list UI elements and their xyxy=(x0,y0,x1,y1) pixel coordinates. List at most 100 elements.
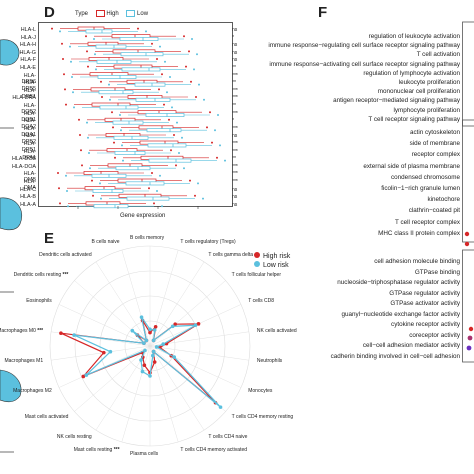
outlier-point xyxy=(92,194,94,197)
legend-high-label: High xyxy=(106,11,119,18)
go-term-label: GTPase regulator activity xyxy=(389,289,460,297)
outlier-point xyxy=(73,106,75,109)
outlier-point xyxy=(173,134,175,136)
panel-f-letter: F xyxy=(318,4,328,21)
go-term-label: actin cytoskeleton xyxy=(409,129,460,136)
outlier-point xyxy=(171,106,173,109)
radar-category-label: Macrophages M0 *** xyxy=(0,328,43,334)
outlier-point xyxy=(61,42,63,45)
radar-point xyxy=(152,328,157,332)
radar-category-text: T cells CD4 naive xyxy=(208,433,248,440)
outlier-point xyxy=(151,42,153,45)
hla-gene-label: HLA-DPA1 xyxy=(22,148,36,161)
radar-point xyxy=(218,405,223,409)
outlier-point xyxy=(169,76,171,78)
radar-point xyxy=(144,338,149,343)
low-risk-label: Low risk xyxy=(263,262,289,269)
go-block-mf xyxy=(462,249,474,363)
go-term-label: T cell receptor complex xyxy=(395,218,460,226)
outlier-point xyxy=(111,111,113,114)
outlier-point xyxy=(211,141,213,144)
significance-label: *** xyxy=(232,72,238,79)
significance-label: *** xyxy=(232,110,238,117)
radar-point xyxy=(161,342,165,346)
radar-spoke xyxy=(149,345,250,361)
hla-gene-label: HLA-DQA1 xyxy=(21,125,36,138)
go-term-label: cytokine receptor activity xyxy=(391,321,460,328)
panel-d-legend: Type High Low xyxy=(75,10,148,17)
radar-spoke xyxy=(149,261,205,347)
radar-category-label: Eosinophils xyxy=(26,298,52,304)
hla-gene-label: HLA-F xyxy=(20,57,36,64)
hla-gene-label: HLA-DQB2 xyxy=(21,103,36,115)
significance-label: *** xyxy=(232,171,238,178)
box xyxy=(95,44,127,49)
radar-point xyxy=(143,348,147,353)
outlier-point xyxy=(170,149,172,152)
outlier-point xyxy=(120,129,122,132)
box xyxy=(115,166,151,171)
radar-category-label: Mast cells activated xyxy=(25,414,69,420)
box xyxy=(99,105,139,110)
outlier-point xyxy=(158,88,160,91)
outlier-point xyxy=(63,73,65,76)
outlier-point xyxy=(71,76,73,78)
radar-category-text: Macrophages M2 xyxy=(13,387,52,394)
radar-point xyxy=(81,374,86,379)
go-term-label: GTPase activator activity xyxy=(390,300,460,307)
go-term-label: external side of plasma membrane xyxy=(363,162,460,170)
significance-label: *** xyxy=(232,163,238,170)
outlier-point xyxy=(59,202,61,205)
outlier-point xyxy=(99,182,101,185)
radar-category-text: Mast cells resting xyxy=(73,446,113,453)
radar-point xyxy=(139,358,143,362)
box xyxy=(119,37,159,41)
outlier-point xyxy=(153,202,155,205)
box xyxy=(96,59,132,64)
significance-label: ** xyxy=(232,65,236,71)
go-term-label: T cell receptor signaling pathway xyxy=(368,115,460,123)
go-term-label: clathrin−coated pit xyxy=(408,207,460,215)
outlier-point xyxy=(80,149,82,152)
significance-label: *** xyxy=(232,141,238,147)
go-term-label: immune response−regulating cell surface … xyxy=(268,42,460,50)
radar-category-text: Dendritic cells resting xyxy=(13,272,62,279)
radar-point xyxy=(154,345,159,349)
radar-point xyxy=(152,360,157,364)
hla-gene-label: HLA-DPB2 xyxy=(21,133,36,146)
outlier-point xyxy=(65,174,67,177)
box xyxy=(120,52,164,57)
go-term-label: receptor complex xyxy=(411,151,460,159)
radar-point xyxy=(130,328,135,333)
blob-shape-3 xyxy=(0,369,22,403)
hla-gene-label: HLA-DQB1 xyxy=(21,110,36,123)
radar-category-text: B cells memory xyxy=(130,235,165,241)
outlier-point xyxy=(194,194,196,197)
go-term-label: guanyl−nucleotide exchange factor activi… xyxy=(341,310,461,318)
outlier-point xyxy=(66,190,68,192)
outlier-point xyxy=(58,187,60,190)
significance-label: *** xyxy=(232,125,238,132)
outlier-point xyxy=(121,144,123,147)
radar-category-label: NK cells activated xyxy=(257,328,297,334)
radar-category-text: T cells gamma delta xyxy=(208,252,254,259)
box xyxy=(148,158,192,163)
outlier-point xyxy=(114,156,116,159)
outlier-point xyxy=(190,80,192,83)
radar-category-label: Plasma cells xyxy=(130,451,158,457)
hla-gene-label: HLA-J xyxy=(21,34,36,41)
significance-label: ns xyxy=(232,194,238,201)
radar-point xyxy=(193,323,198,328)
radar-category-text: Neutrophils xyxy=(256,358,283,365)
radar-category-text: B cells naive xyxy=(91,239,120,246)
radar-point xyxy=(140,369,145,374)
radar-category-label: Monocytes xyxy=(248,388,272,394)
radar-category-label: T cells gamma delta xyxy=(208,252,253,258)
radar-point xyxy=(142,363,147,367)
radar-point xyxy=(84,373,89,377)
radar-point xyxy=(196,322,201,326)
outlier-point xyxy=(203,98,205,101)
outlier-point xyxy=(72,91,74,94)
radar-category-text: Macrophages M0 xyxy=(0,327,36,334)
radar-spoke xyxy=(149,280,226,347)
